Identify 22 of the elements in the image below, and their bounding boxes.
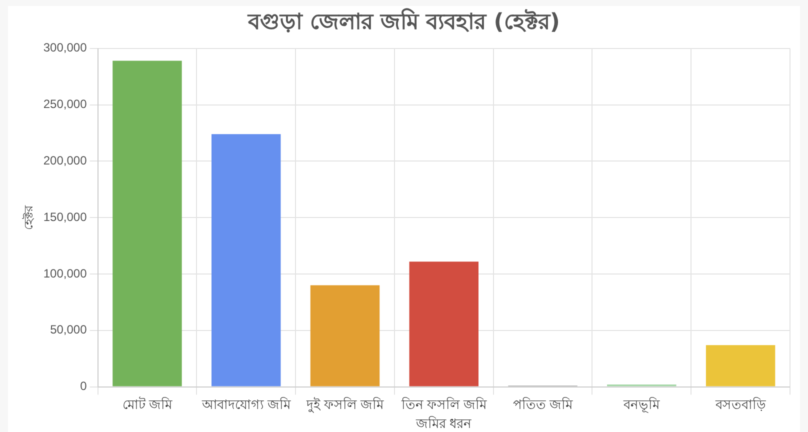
chart-title: বগুড়া জেলার জমি ব্যবহার (হেক্টর)	[247, 8, 560, 35]
y-tick-label: 250,000	[43, 97, 88, 112]
y-tick-label: 200,000	[43, 154, 88, 168]
bar	[112, 60, 182, 386]
x-tick-label: বসতবাড়ি	[714, 397, 767, 412]
x-tick-label: বনভূমি	[622, 397, 661, 414]
y-tick-label: 100,000	[43, 266, 88, 280]
y-tick-label: 0	[80, 379, 88, 394]
x-tick-label: পতিত জমি	[512, 397, 574, 412]
y-tick-label: 50,000	[50, 322, 88, 337]
x-axis-title: জমির ধরন	[415, 416, 472, 431]
x-tick-label: দুই ফসলি জমি	[305, 397, 385, 414]
bar	[409, 262, 478, 386]
y-tick-label: 150,000	[43, 210, 88, 224]
x-tick-label: তিন ফসলি জমি	[400, 397, 488, 412]
y-tick-label: 300,000	[43, 40, 88, 55]
x-tick-label: আবাদযোগ্য জমি	[200, 397, 292, 412]
y-axis-title: হেক্টর	[22, 205, 36, 230]
bar	[310, 285, 380, 386]
bar	[706, 345, 776, 386]
x-tick-label: মোট জমি	[122, 397, 174, 412]
bar	[212, 134, 281, 386]
